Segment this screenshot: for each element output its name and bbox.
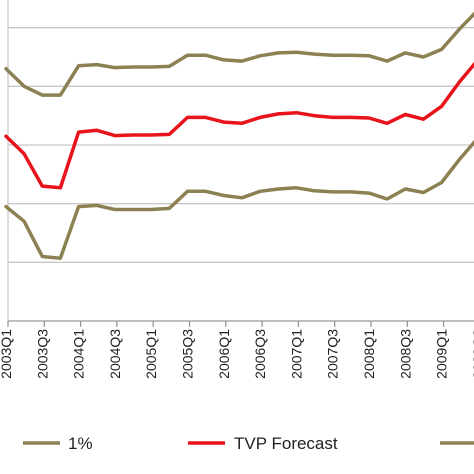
- x-tick-label: 2007Q1: [288, 329, 304, 379]
- x-tick-labels: 2003Q1 2003Q3 2004Q1 2004Q3 2005Q1 2005Q3 2006…: [0, 329, 474, 379]
- legend-label-tvp: TVP Forecast: [234, 434, 338, 453]
- gridlines: [7, 0, 474, 321]
- x-tick-label: 2009Q1: [434, 329, 450, 379]
- x-tick-label: 2004Q3: [107, 329, 123, 379]
- x-tick-label: 2003Q3: [34, 329, 50, 379]
- x-tick-label: 2005Q3: [180, 329, 196, 379]
- x-tick-label: 2004Q1: [71, 329, 87, 379]
- x-tick-label: 2006Q1: [216, 329, 232, 379]
- series-lines: [4, 11, 474, 260]
- x-tick-label: 2007Q3: [325, 329, 341, 379]
- x-tick-label: 2003Q1: [0, 329, 14, 379]
- x-tick-label: 2006Q3: [252, 329, 268, 379]
- x-tick-label: 2008Q3: [397, 329, 413, 379]
- legend-label-1pct: 1%: [68, 434, 93, 453]
- x-axis: [7, 320, 474, 327]
- x-tick-label: 2009Q3: [470, 329, 474, 379]
- x-tick-label: 2005Q1: [143, 329, 159, 379]
- series-line-3: [4, 139, 474, 260]
- x-tick-label: 2008Q1: [361, 329, 377, 379]
- series-line-1: [4, 11, 474, 97]
- legend: 1% TVP Forecast: [23, 434, 474, 453]
- series-line-2: [4, 61, 474, 190]
